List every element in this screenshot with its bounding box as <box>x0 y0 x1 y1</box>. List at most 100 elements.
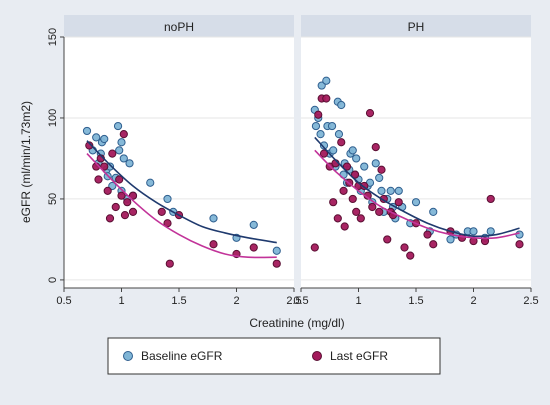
panel-noph: noPH 0 50 100 150 0.5 1 1.5 2 2.5 <box>47 15 302 307</box>
baseline-point <box>108 181 117 191</box>
baseline-point <box>119 154 128 163</box>
baseline-point <box>82 126 92 136</box>
baseline-point <box>360 162 369 171</box>
last-point <box>108 149 117 158</box>
last-point <box>480 236 490 246</box>
last-point <box>105 214 115 223</box>
last-point <box>371 143 380 152</box>
baseline-point <box>348 146 357 155</box>
x-tick-label: 1 <box>355 295 361 307</box>
legend-baseline-label: Baseline eGFR <box>141 349 223 363</box>
baseline-point <box>249 220 258 229</box>
panel-strip <box>301 15 531 37</box>
last-point <box>157 207 166 216</box>
last-point <box>128 191 138 200</box>
last-point <box>117 191 126 200</box>
baseline-point <box>377 186 386 195</box>
baseline-point <box>371 159 380 168</box>
y-tick-label: 50 <box>47 193 59 205</box>
x-tick-label: 2.5 <box>523 295 538 307</box>
baseline-point <box>163 194 172 204</box>
last-point <box>406 251 415 260</box>
baseline-point <box>411 198 421 207</box>
x-tick-label: 1.5 <box>171 295 186 307</box>
last-point <box>115 175 124 184</box>
last-point <box>368 202 377 212</box>
baseline-point <box>352 154 361 163</box>
last-point <box>249 243 258 252</box>
x-tick-label: 0.5 <box>293 295 308 307</box>
last-point <box>515 240 524 249</box>
x-tick-label: 2 <box>233 295 239 307</box>
last-point <box>400 243 409 252</box>
baseline-point <box>92 133 101 142</box>
last-point <box>377 165 386 174</box>
y-tick-label: 0 <box>47 277 59 283</box>
x-axis-title: Creatinine (mg/dl) <box>249 316 344 330</box>
last-point <box>348 194 357 204</box>
baseline-point <box>337 100 346 110</box>
y-axis-title: eGFR (ml/min/1.73m2) <box>19 101 33 223</box>
baseline-point <box>319 141 329 150</box>
baseline-point <box>429 207 438 216</box>
baseline-point <box>375 173 384 182</box>
baseline-fit-line <box>314 136 520 238</box>
last-point <box>356 214 365 223</box>
last-point <box>352 207 361 216</box>
last-point <box>375 207 384 216</box>
last-point <box>322 94 331 103</box>
y-tick-label: 100 <box>47 109 59 127</box>
baseline-point <box>515 230 524 239</box>
baseline-point <box>125 159 134 168</box>
baseline-fit-line <box>86 140 277 244</box>
baseline-point <box>486 227 495 236</box>
last-fit-line <box>86 153 277 259</box>
baseline-point <box>322 76 331 85</box>
last-point <box>123 198 132 207</box>
last-point <box>272 259 281 268</box>
y-tick-label: 150 <box>47 28 59 46</box>
legend-last-marker <box>312 351 322 361</box>
x-tick-label: 1.5 <box>408 295 423 307</box>
last-point <box>209 240 218 249</box>
last-point <box>337 138 346 147</box>
x-tick-label: 0.5 <box>56 295 71 307</box>
last-point <box>314 110 323 119</box>
baseline-point <box>469 227 478 236</box>
last-point <box>85 141 94 150</box>
baseline-point <box>446 235 455 244</box>
last-point <box>111 202 120 212</box>
baseline-point <box>117 138 126 147</box>
last-point <box>94 175 103 184</box>
panel-title: PH <box>408 20 425 34</box>
legend: Baseline eGFR Last eGFR <box>107 337 441 375</box>
baseline-point <box>394 186 403 195</box>
last-point <box>339 186 348 195</box>
last-point <box>119 130 128 139</box>
last-point <box>383 235 392 244</box>
last-point <box>128 207 138 216</box>
baseline-point <box>329 146 338 155</box>
last-point <box>120 211 130 220</box>
baseline-point <box>272 246 281 255</box>
baseline-point <box>327 121 337 131</box>
last-point <box>365 109 375 118</box>
last-point <box>350 170 360 179</box>
baseline-point <box>316 130 325 139</box>
x-tick-label: 2.5 <box>286 295 301 307</box>
last-point <box>100 162 109 171</box>
last-point <box>310 243 319 252</box>
last-point <box>329 198 338 207</box>
legend-last-label: Last eGFR <box>330 349 388 363</box>
last-point <box>342 162 352 171</box>
last-point <box>394 198 403 207</box>
baseline-point <box>386 186 395 195</box>
last-fit-line <box>314 149 520 240</box>
baseline-point <box>209 214 218 223</box>
x-tick-label: 1 <box>118 295 124 307</box>
last-point <box>429 240 438 249</box>
x-tick-label: 2 <box>470 295 476 307</box>
panel-strip <box>64 15 294 37</box>
last-point <box>486 194 495 204</box>
